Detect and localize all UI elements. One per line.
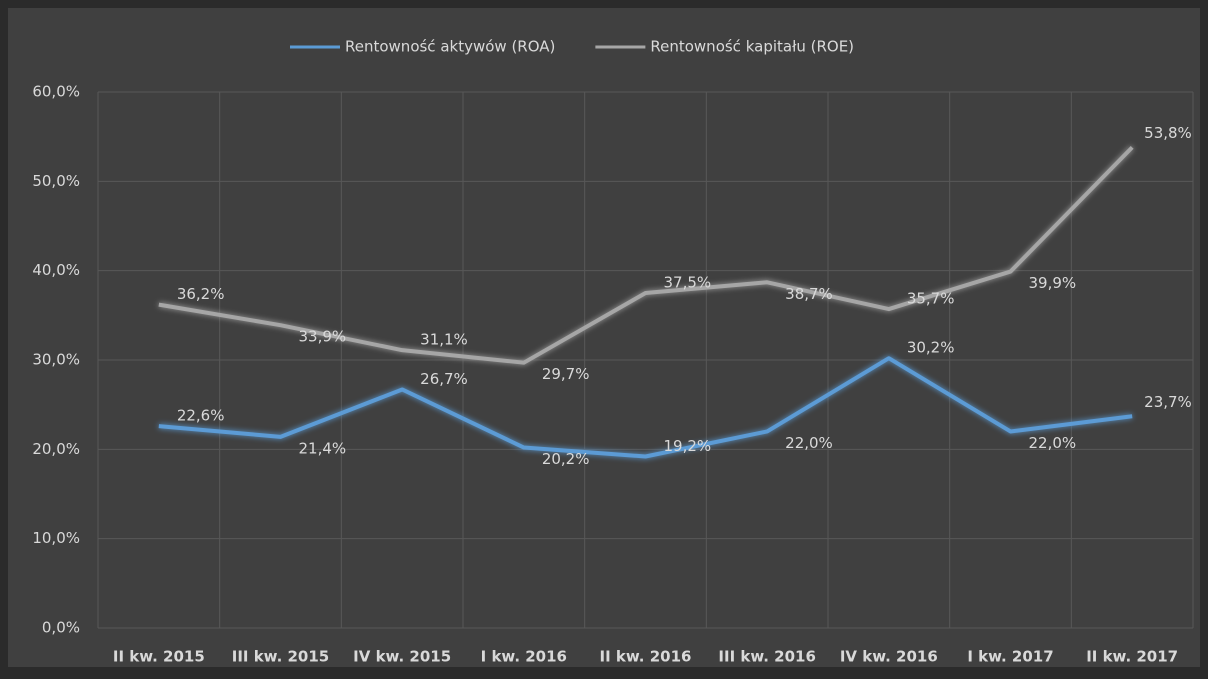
data-label: 26,7% [420, 370, 468, 388]
data-label: 53,8% [1144, 124, 1192, 142]
y-tick-label: 50,0% [32, 172, 80, 190]
x-tick-label: II kw. 2017 [1086, 648, 1178, 666]
data-label: 39,9% [1029, 274, 1077, 292]
legend-label: Rentowność aktywów (ROA) [345, 38, 555, 56]
y-tick-label: 20,0% [32, 440, 80, 458]
data-label: 22,6% [177, 407, 225, 425]
x-tick-label: IV kw. 2015 [353, 648, 451, 666]
data-label: 23,7% [1144, 393, 1192, 411]
series-line [158, 145, 1134, 365]
y-tick-label: 0,0% [42, 619, 80, 637]
y-tick-label: 40,0% [32, 261, 80, 279]
data-label: 20,2% [542, 450, 590, 468]
data-label: 38,7% [785, 285, 833, 303]
x-tick-label: II kw. 2016 [600, 648, 692, 666]
y-tick-label: 10,0% [32, 529, 80, 547]
x-tick-label: I kw. 2016 [481, 648, 567, 666]
x-tick-label: III kw. 2016 [718, 648, 816, 666]
x-tick-label: II kw. 2015 [113, 648, 205, 666]
legend-label: Rentowność kapitału (ROE) [650, 38, 854, 56]
x-tick-label: IV kw. 2016 [840, 648, 938, 666]
data-label: 35,7% [907, 290, 955, 308]
series-line [158, 356, 1133, 459]
data-label: 36,2% [177, 285, 225, 303]
chart-area [8, 8, 1200, 667]
x-tick-label: I kw. 2017 [967, 648, 1053, 666]
data-label: 33,9% [299, 328, 347, 346]
x-tick-label: III kw. 2015 [232, 648, 330, 666]
y-tick-label: 60,0% [32, 83, 80, 101]
data-label: 21,4% [299, 439, 347, 457]
data-label: 31,1% [420, 331, 468, 349]
data-label: 22,0% [785, 434, 833, 452]
data-label: 30,2% [907, 339, 955, 357]
data-label: 37,5% [664, 274, 712, 292]
data-label: 29,7% [542, 365, 590, 383]
y-tick-label: 30,0% [32, 351, 80, 369]
data-label: 22,0% [1029, 434, 1077, 452]
data-label: 19,2% [664, 437, 712, 455]
